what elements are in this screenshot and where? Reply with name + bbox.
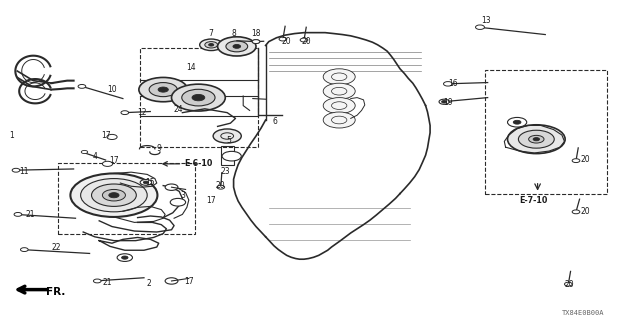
Text: 13: 13	[481, 16, 492, 25]
Text: 12: 12	[138, 108, 147, 117]
Text: 21: 21	[26, 210, 35, 219]
Circle shape	[172, 84, 225, 111]
Text: FR.: FR.	[46, 287, 65, 297]
Circle shape	[20, 248, 28, 252]
Circle shape	[252, 40, 260, 44]
Circle shape	[12, 168, 20, 172]
Circle shape	[109, 193, 119, 198]
Text: 16: 16	[448, 79, 458, 88]
Text: 23: 23	[220, 167, 230, 176]
Text: 17: 17	[109, 156, 119, 165]
Circle shape	[170, 198, 186, 206]
Circle shape	[78, 84, 86, 88]
Text: 20: 20	[301, 37, 311, 46]
Text: 19: 19	[443, 98, 453, 107]
Text: 18: 18	[252, 29, 260, 38]
Text: 22: 22	[52, 244, 61, 252]
Circle shape	[233, 44, 241, 48]
Text: 9: 9	[156, 144, 161, 153]
Circle shape	[323, 98, 355, 114]
Circle shape	[279, 37, 287, 41]
Bar	[58, 163, 195, 234]
Circle shape	[70, 173, 157, 217]
Circle shape	[81, 150, 88, 154]
Circle shape	[323, 69, 355, 85]
Circle shape	[140, 180, 152, 185]
Circle shape	[14, 212, 22, 216]
Circle shape	[300, 38, 308, 42]
Circle shape	[93, 279, 101, 283]
Circle shape	[192, 94, 205, 101]
Circle shape	[200, 39, 223, 51]
Circle shape	[217, 185, 225, 189]
Text: 3: 3	[180, 191, 185, 200]
Text: 20: 20	[282, 37, 292, 46]
Text: 24: 24	[173, 105, 183, 114]
Text: 20: 20	[580, 156, 591, 164]
Circle shape	[182, 89, 215, 106]
Text: 21: 21	[103, 278, 112, 287]
Text: 10: 10	[107, 85, 117, 94]
Text: 11: 11	[20, 167, 29, 176]
Text: 14: 14	[186, 63, 196, 72]
Circle shape	[444, 82, 452, 86]
Circle shape	[439, 99, 449, 104]
Circle shape	[572, 210, 580, 214]
Bar	[140, 48, 258, 147]
Circle shape	[81, 179, 147, 212]
Circle shape	[508, 125, 565, 154]
Circle shape	[518, 130, 554, 148]
Circle shape	[508, 117, 527, 127]
Circle shape	[107, 134, 117, 140]
Circle shape	[143, 181, 148, 184]
Circle shape	[323, 112, 355, 128]
Text: TX84E0B00A: TX84E0B00A	[563, 310, 605, 316]
Circle shape	[513, 120, 521, 124]
Circle shape	[102, 161, 113, 166]
Circle shape	[165, 184, 178, 190]
Circle shape	[102, 189, 125, 201]
Circle shape	[529, 135, 544, 143]
Text: 20: 20	[564, 280, 575, 289]
Circle shape	[323, 83, 355, 99]
Circle shape	[121, 111, 129, 115]
Circle shape	[252, 40, 260, 44]
Circle shape	[205, 42, 218, 48]
Circle shape	[222, 151, 241, 161]
Circle shape	[226, 41, 248, 52]
Text: 1: 1	[9, 132, 14, 140]
Text: 7: 7	[209, 29, 214, 38]
Text: 6: 6	[273, 117, 278, 126]
Circle shape	[442, 100, 447, 103]
Circle shape	[533, 138, 540, 141]
Bar	[221, 146, 234, 165]
Text: 15: 15	[145, 178, 156, 187]
Circle shape	[564, 282, 572, 286]
Text: 5: 5	[227, 136, 232, 145]
Text: 17: 17	[184, 277, 194, 286]
Text: 4: 4	[92, 152, 97, 161]
Bar	[485, 70, 607, 194]
Circle shape	[572, 159, 580, 163]
Text: 20: 20	[216, 181, 226, 190]
Circle shape	[213, 129, 241, 143]
Circle shape	[139, 77, 188, 102]
Circle shape	[158, 87, 168, 92]
Circle shape	[165, 278, 178, 284]
Text: E-6-10: E-6-10	[184, 159, 212, 168]
Circle shape	[117, 254, 132, 261]
Circle shape	[476, 25, 484, 29]
Text: 2: 2	[146, 279, 151, 288]
Text: E-7-10: E-7-10	[520, 196, 548, 205]
Circle shape	[149, 83, 177, 97]
Circle shape	[122, 256, 128, 259]
Text: 17: 17	[206, 196, 216, 205]
Text: 20: 20	[580, 207, 591, 216]
Text: 17: 17	[100, 132, 111, 140]
Circle shape	[209, 44, 214, 46]
Circle shape	[218, 37, 256, 56]
Text: 8: 8	[231, 29, 236, 38]
Circle shape	[92, 184, 136, 206]
